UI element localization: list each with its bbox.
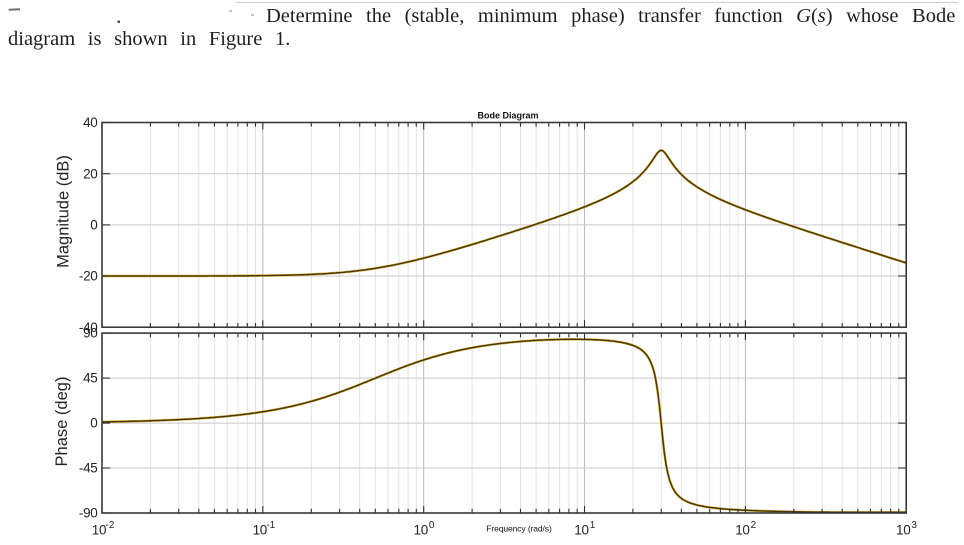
svg-text:-2: -2 [106, 520, 115, 531]
svg-text:2: 2 [751, 520, 757, 531]
svg-text:10: 10 [574, 523, 588, 538]
svg-text:10: 10 [735, 523, 749, 538]
svg-text:40: 40 [83, 115, 97, 130]
svg-text:0: 0 [429, 520, 435, 531]
svg-text:10: 10 [253, 523, 267, 538]
svg-text:Frequency (rad/s): Frequency (rad/s) [486, 524, 552, 534]
svg-text:10: 10 [413, 523, 427, 538]
svg-text:Bode Diagram: Bode Diagram [477, 111, 538, 121]
svg-text:-1: -1 [266, 520, 275, 531]
svg-text:10: 10 [92, 523, 106, 538]
svg-text:45: 45 [83, 371, 97, 386]
svg-text:0: 0 [90, 218, 97, 233]
svg-text:0: 0 [90, 416, 97, 431]
svg-text:90: 90 [83, 326, 97, 341]
svg-text:-40: -40 [79, 320, 98, 335]
svg-text:-20: -20 [79, 269, 98, 284]
svg-text:Magnitude (dB): Magnitude (dB) [55, 155, 73, 268]
svg-text:1: 1 [590, 520, 596, 531]
svg-text:-45: -45 [79, 461, 98, 476]
svg-text:-90: -90 [79, 506, 98, 521]
svg-text:10: 10 [896, 523, 910, 538]
svg-text:20: 20 [83, 166, 97, 181]
svg-text:Phase (deg): Phase (deg) [53, 377, 71, 467]
svg-text:3: 3 [911, 520, 917, 531]
